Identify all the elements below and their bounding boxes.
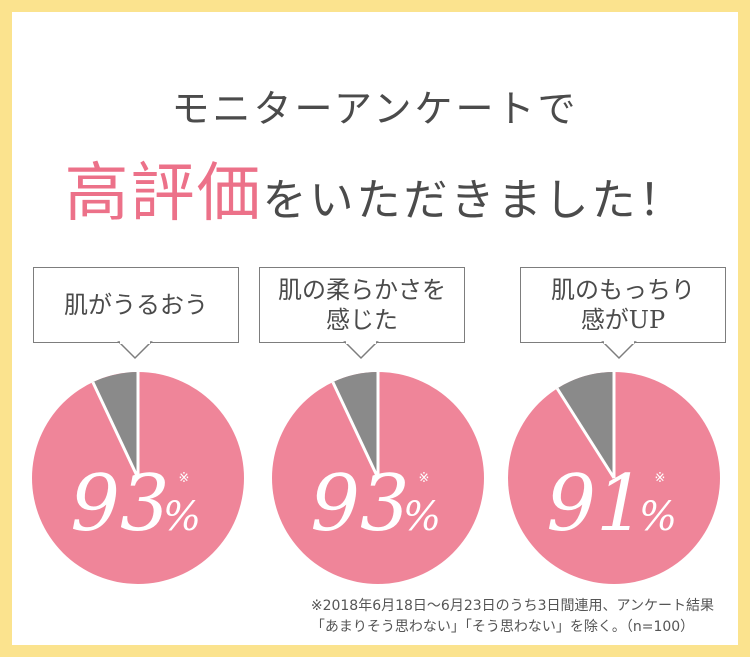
card-1-label: 肌がうるおう xyxy=(33,267,239,343)
pie-slice-other xyxy=(557,372,614,478)
pie-percent-sign: % xyxy=(639,494,677,540)
footnote-line2: 「あまりそう思わない」「そう思わない」を除く。（n=100） xyxy=(310,619,695,635)
pie-note-mark: ※ xyxy=(419,471,430,486)
pie-chart-1: 93% ※ xyxy=(32,371,244,584)
heading-highlight: 高評価 xyxy=(58,142,269,234)
footnote: ※2018年6月18日～6月23日のうち3日間連用、アンケート結果 「あまりそう… xyxy=(311,596,714,638)
pie-note-mark: ※ xyxy=(179,471,190,486)
card-2-label: 肌の柔らかさを 感じた xyxy=(259,267,465,343)
pie-divider xyxy=(331,381,380,479)
pie-percent-sign: % xyxy=(163,494,201,540)
heading-line1: モニターアンケートで xyxy=(171,87,579,131)
bubble-tails xyxy=(117,341,637,360)
pie-value-label: 93 xyxy=(70,459,169,549)
heading-rest: をいただきました！ xyxy=(262,175,686,226)
pie-chart-2: 93% ※ xyxy=(272,371,484,584)
pie-value-label: 91 xyxy=(546,459,645,549)
pie-note-mark: ※ xyxy=(655,471,666,486)
heading-line2: 高評価をいただきました！ xyxy=(0,142,750,234)
footnote-line1: ※2018年6月18日～6月23日のうち3日間連用、アンケート結果 xyxy=(310,598,714,614)
pie-percent-sign: % xyxy=(403,494,441,540)
card-3-label: 肌のもっちり 感がUP xyxy=(520,267,726,343)
pie-value-label: 93 xyxy=(310,459,409,549)
pie-divider xyxy=(555,387,616,479)
pie-divider xyxy=(91,381,140,479)
pie-chart-3: 91% ※ xyxy=(508,372,720,584)
